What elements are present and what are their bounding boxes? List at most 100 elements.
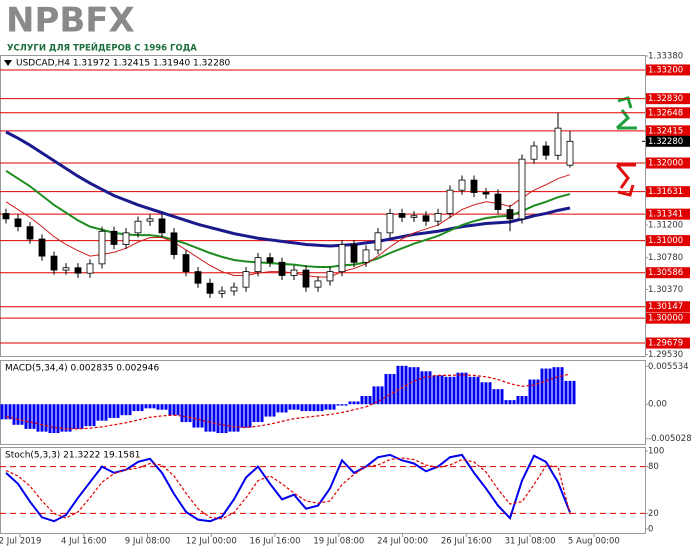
- level-label-box: [646, 267, 690, 279]
- macd-bar: [364, 395, 368, 405]
- level-label-box: [646, 93, 690, 105]
- macd-bar: [228, 404, 232, 432]
- macd-bar: [100, 404, 104, 421]
- candle-body: [410, 215, 418, 218]
- y-tick-label: 0: [648, 525, 653, 535]
- macd-bar: [540, 368, 544, 405]
- candle-body: [38, 238, 46, 257]
- macd-bar: [560, 367, 564, 405]
- macd-bar: [84, 404, 88, 427]
- candle-body: [98, 230, 106, 265]
- candle-body: [566, 140, 574, 166]
- macd-bar: [208, 404, 212, 432]
- macd-bar: [340, 404, 344, 406]
- level-label-box: [646, 235, 690, 247]
- macd-bar: [484, 382, 488, 405]
- candle-body: [506, 209, 514, 220]
- macd-bar: [508, 400, 512, 405]
- macd-bar: [408, 367, 412, 405]
- macd-bar: [160, 404, 164, 410]
- candle-body: [362, 249, 370, 263]
- level-label: 1.32830: [648, 94, 683, 104]
- macd-bar: [204, 404, 208, 432]
- candle-body: [374, 232, 382, 251]
- menu-arrow: [4, 60, 12, 66]
- macd-bar: [288, 404, 292, 410]
- macd-bar: [380, 386, 384, 405]
- macd-bar: [48, 404, 52, 434]
- macd-bar: [512, 400, 516, 405]
- macd-bar: [264, 404, 268, 417]
- macd-bar: [52, 404, 56, 434]
- macd-bar: [416, 367, 420, 405]
- macd-bar: [152, 404, 156, 409]
- macd-bar: [568, 380, 572, 405]
- level-label-box: [646, 186, 690, 198]
- macd-bar: [20, 404, 24, 425]
- macd-bar: [4, 404, 8, 420]
- macd-bar: [92, 404, 96, 427]
- macd-bar: [232, 404, 236, 432]
- logo-brand: NPBFX: [6, 1, 135, 41]
- macd-bar: [120, 404, 124, 416]
- x-tick-label: 9 Jul 08:00: [125, 537, 171, 547]
- macd-bar: [32, 404, 36, 429]
- macd-bar: [352, 401, 356, 405]
- macd-bar: [164, 404, 168, 410]
- level-label: 1.29679: [648, 339, 683, 349]
- level-label: 1.30000: [648, 314, 683, 324]
- macd-bar: [400, 365, 404, 405]
- macd-bar: [36, 404, 40, 432]
- macd-bar: [504, 400, 508, 405]
- y-tick-label: 1.30780: [648, 253, 683, 263]
- candle-body: [314, 280, 322, 288]
- y-tick-label: 1.33380: [648, 52, 683, 62]
- macd-bar: [72, 404, 76, 429]
- candle-body: [26, 226, 34, 240]
- candle-body: [110, 230, 118, 245]
- candle-body: [518, 158, 526, 220]
- macd-title: MACD(5,34,4) 0.002835 0.002946: [5, 364, 160, 374]
- macd-bar: [216, 404, 220, 434]
- y-tick-label: -0.005028: [648, 434, 691, 444]
- level-label-box: [646, 125, 690, 137]
- macd-bar: [476, 376, 480, 405]
- candle-body: [266, 257, 274, 263]
- macd-bar: [428, 371, 432, 405]
- macd-bar: [184, 404, 188, 423]
- macd-bar: [464, 372, 468, 405]
- macd-bar: [316, 404, 320, 412]
- macd-bar: [460, 372, 464, 405]
- candle-body: [422, 215, 430, 222]
- macd-bar: [336, 404, 340, 406]
- level-label: 1.32648: [648, 108, 683, 118]
- macd-bar: [156, 404, 160, 410]
- macd-bar: [124, 404, 128, 416]
- macd-bar: [564, 380, 568, 405]
- price-panel: [0, 55, 646, 357]
- candle-body: [122, 232, 130, 245]
- macd-bar: [144, 404, 148, 409]
- macd-bar: [472, 376, 476, 405]
- x-tick-label: 26 Jul 16:00: [441, 537, 492, 547]
- x-tick-label: 12 Jul 00:00: [186, 537, 237, 547]
- macd-bar: [292, 404, 296, 410]
- macd-bar: [344, 404, 348, 406]
- logo-tagline: УСЛУГИ ДЛЯ ТРЕЙДЕРОВ С 1996 ГОДА: [7, 42, 197, 54]
- macd-bar: [44, 404, 48, 432]
- macd-bar: [320, 404, 324, 412]
- candle-body: [50, 255, 58, 271]
- y-tick-label: 1.30370: [648, 285, 683, 295]
- y-tick-label: 0.005534: [648, 362, 689, 372]
- macd-bar: [28, 404, 32, 429]
- stoch-line: [5, 457, 571, 520]
- level-label: 1.31000: [648, 236, 683, 246]
- x-tick-label: 24 Jul 00:00: [377, 537, 428, 547]
- candle-body: [554, 127, 562, 156]
- candle-body: [182, 254, 190, 273]
- last-price-box: [646, 135, 690, 147]
- candle-body: [2, 213, 10, 220]
- candle-body: [230, 286, 238, 292]
- candle-body: [134, 220, 142, 234]
